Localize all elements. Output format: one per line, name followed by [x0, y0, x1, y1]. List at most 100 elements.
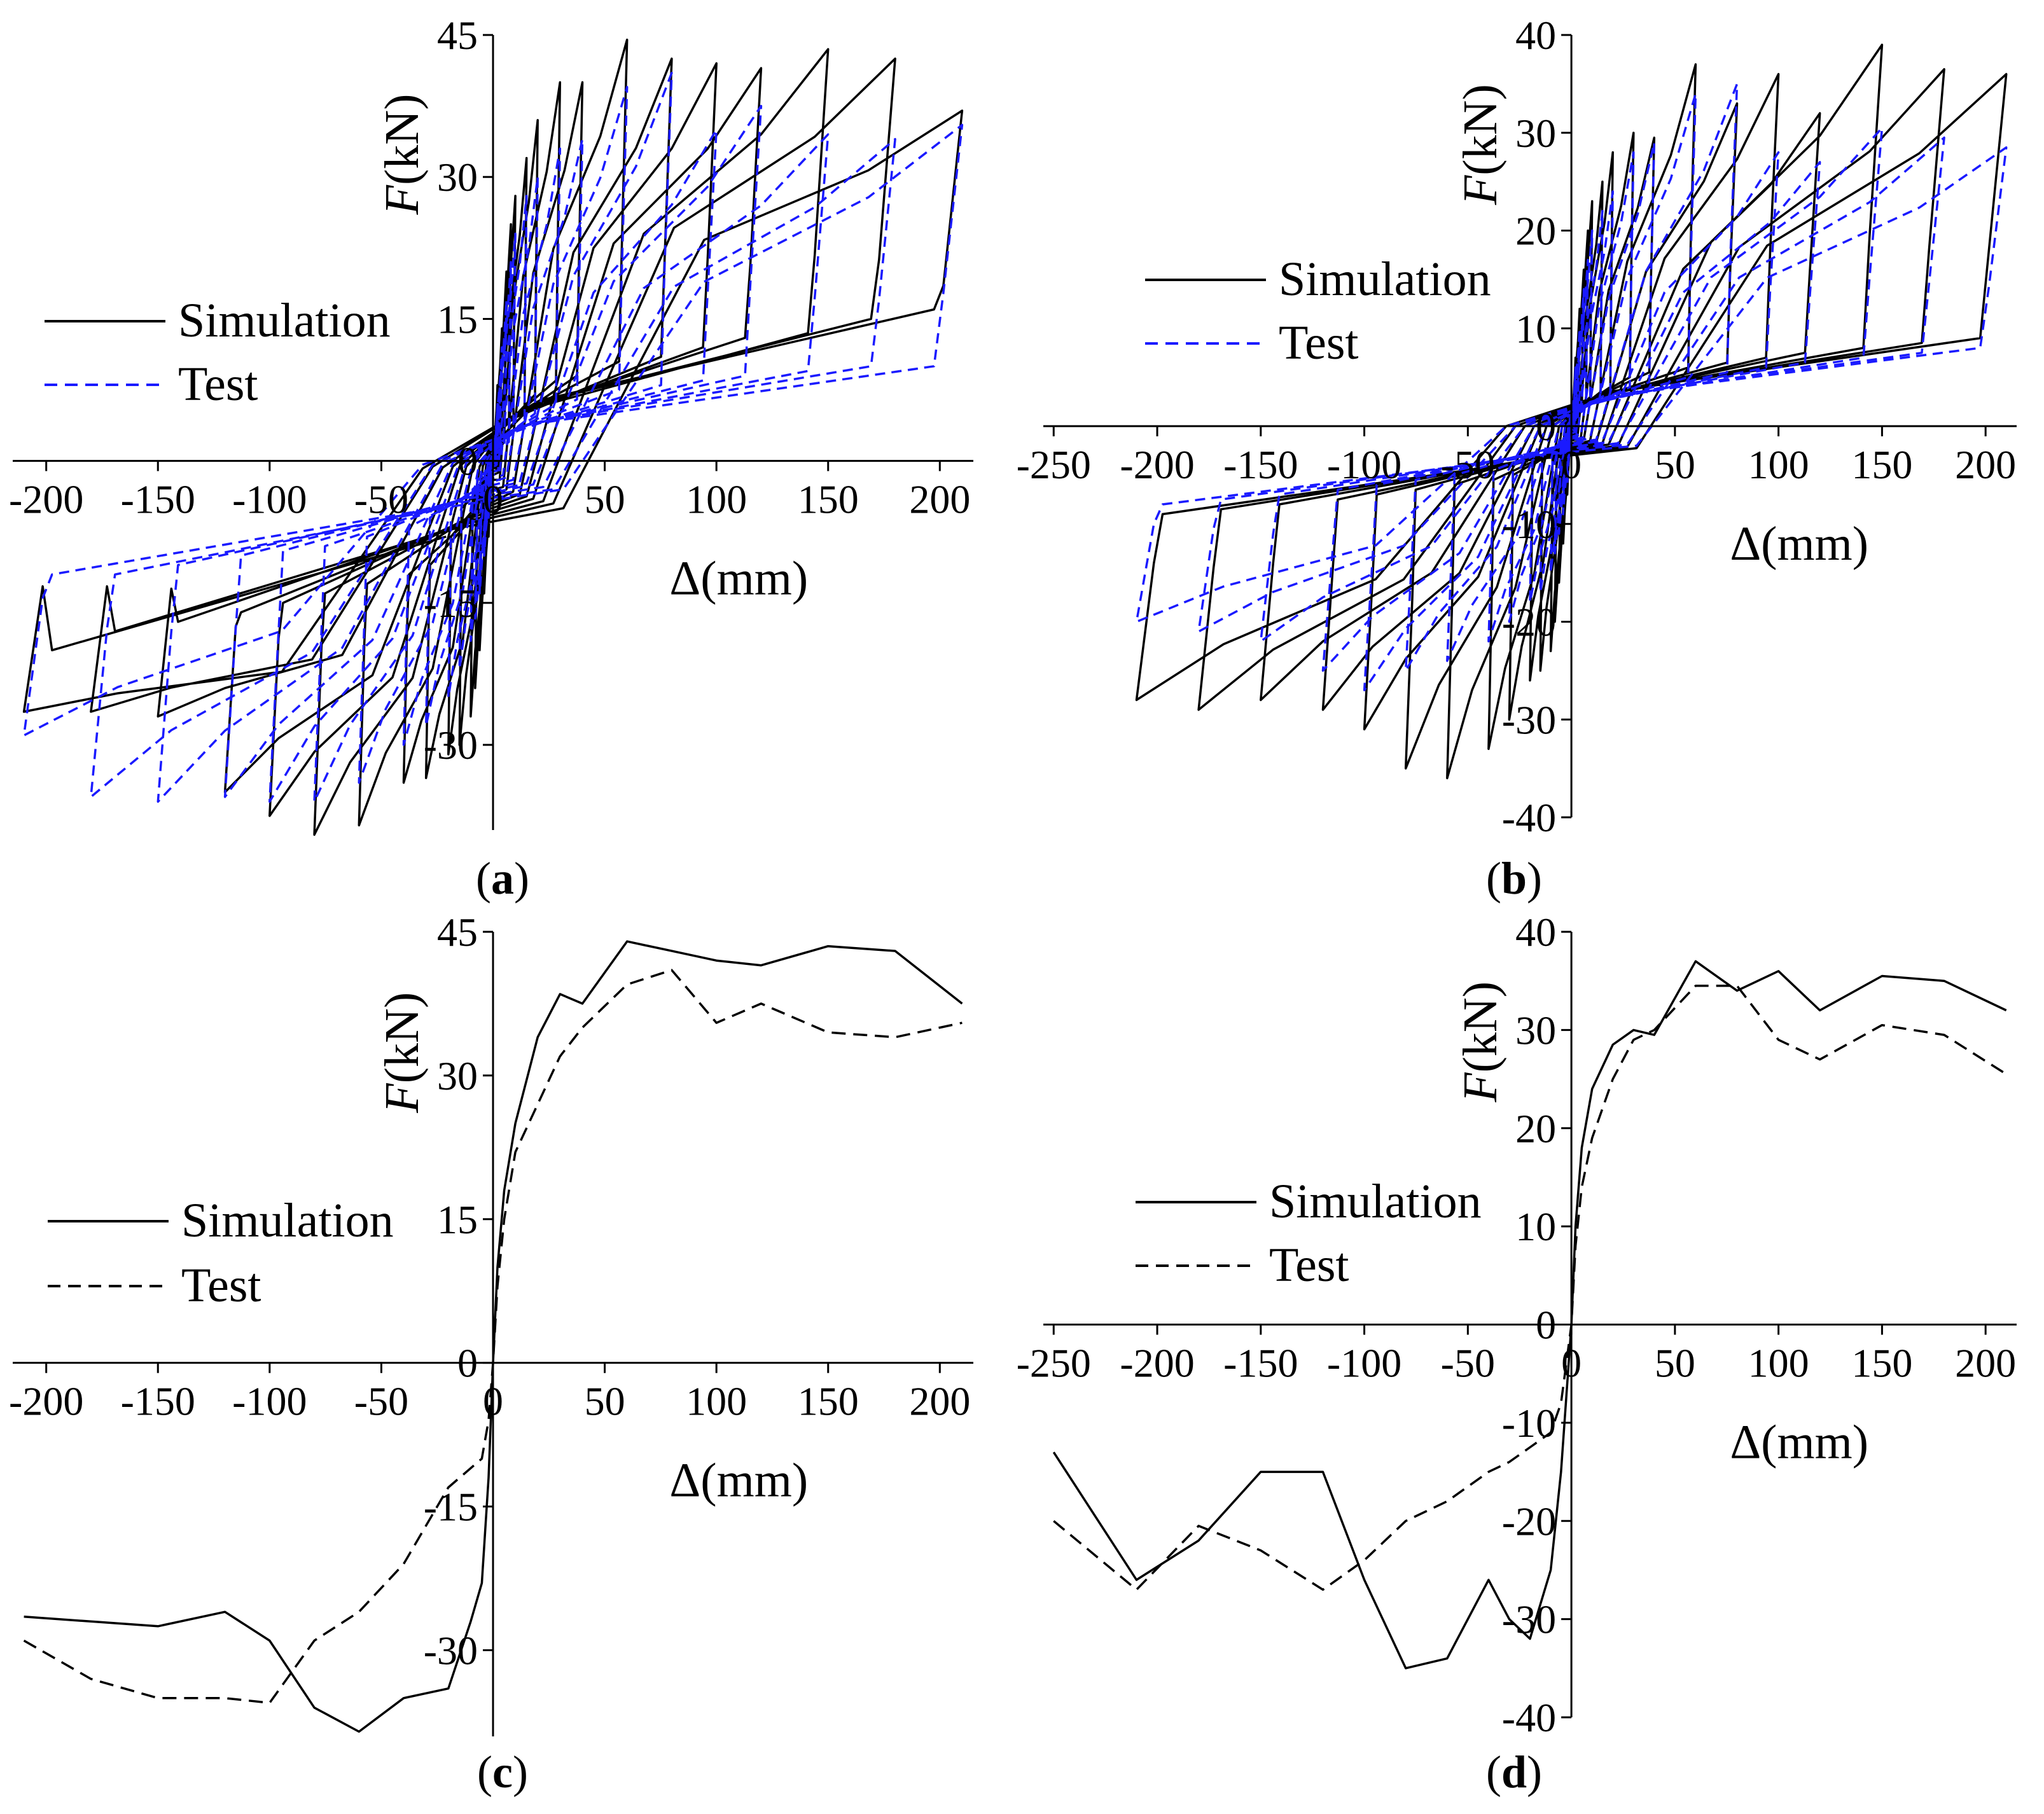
x-axis-title: Δ(mm)	[669, 1454, 808, 1507]
panel-b: -250 -200 -150 -100 -50 0 50 100 150 200-40-30-20…	[1017, 13, 2017, 904]
x-tick-label: 200	[909, 477, 970, 522]
legend-test-label: Test	[1269, 1238, 1349, 1292]
x-tick-label: -50	[354, 477, 408, 522]
y-tick-label: 45	[437, 13, 478, 58]
x-tick-label: -200	[9, 477, 83, 522]
y-tick-label: 30	[437, 155, 478, 200]
x-tick-label: 150	[798, 477, 859, 522]
x-tick-label: 0	[1561, 1341, 1582, 1386]
y-tick-label: -30	[1502, 697, 1556, 742]
series-simulation	[1052, 960, 2007, 1670]
panel-c: -200 -150 -100 -50 0 50 100 150 200-30-150153045…	[9, 910, 973, 1797]
y-tick-label: 30	[1515, 1007, 1556, 1053]
x-tick-label: 100	[686, 477, 747, 522]
y-tick-label: -20	[1502, 1499, 1556, 1544]
x-tick-label: 150	[1851, 442, 1912, 487]
skeleton-line-simulation	[1052, 960, 2007, 1670]
hysteresis-line-test	[22, 71, 964, 803]
y-tick-label: 40	[1515, 910, 1556, 955]
y-axis-title: F(kN)	[1454, 84, 1507, 205]
x-tick-label: 100	[1748, 442, 1809, 487]
x-tick-label: -150	[121, 477, 195, 522]
x-tick-label: 150	[798, 1379, 859, 1424]
y-tick-label: 10	[1515, 1204, 1556, 1249]
panel-label-b: (b)	[1486, 853, 1542, 904]
legend-simulation-label: Simulation	[181, 1194, 394, 1247]
legend-test-label: Test	[181, 1259, 261, 1312]
x-tick-label: -250	[1017, 1341, 1091, 1386]
x-tick-label: 0	[1561, 442, 1582, 487]
x-axis-title: Δ(mm)	[1730, 1416, 1868, 1469]
x-tick-label: 100	[1748, 1341, 1809, 1386]
y-tick-label: 30	[1515, 111, 1556, 156]
x-tick-label: -150	[1223, 1341, 1298, 1386]
x-tick-label: -250	[1017, 442, 1091, 487]
x-tick-label: -200	[1120, 442, 1194, 487]
y-axis-title: F(kN)	[1454, 981, 1507, 1103]
x-tick-label: -150	[1223, 442, 1298, 487]
x-axis-title: Δ(mm)	[669, 552, 808, 606]
y-tick-label: 0	[457, 1341, 478, 1386]
y-tick-label: 45	[437, 910, 478, 955]
x-tick-label: -50	[1441, 1341, 1495, 1386]
panel-d: -250 -200 -150 -100 -50 0 50 100 150 200-40-30-20…	[1017, 910, 2017, 1797]
y-tick-label: -20	[1502, 600, 1556, 645]
x-tick-label: -150	[121, 1379, 195, 1424]
x-tick-label: -200	[9, 1379, 83, 1424]
x-tick-label: -100	[232, 1379, 307, 1424]
panel-label-d: (d)	[1486, 1747, 1542, 1797]
x-tick-label: -100	[1327, 1341, 1401, 1386]
y-tick-label: -30	[424, 1628, 478, 1673]
y-tick-label: 20	[1515, 1106, 1556, 1151]
x-tick-label: 50	[1655, 1341, 1695, 1386]
y-tick-label: -40	[1502, 795, 1556, 840]
y-tick-label: -40	[1502, 1695, 1556, 1740]
series-test	[23, 969, 963, 1705]
x-tick-label: 150	[1851, 1341, 1912, 1386]
y-tick-label: 15	[437, 1197, 478, 1242]
x-tick-label: -100	[232, 477, 307, 522]
y-tick-label: 0	[457, 439, 478, 484]
y-axis-title: F(kN)	[375, 992, 429, 1114]
y-tick-label: 40	[1515, 13, 1556, 58]
y-tick-label: 0	[1536, 404, 1556, 449]
legend-test-label: Test	[178, 357, 258, 411]
x-tick-label: -200	[1120, 1341, 1194, 1386]
x-tick-label: 200	[909, 1379, 970, 1424]
y-tick-label: -10	[1502, 1401, 1556, 1446]
x-tick-label: -100	[1327, 442, 1401, 487]
x-tick-label: 0	[483, 477, 503, 522]
x-tick-label: -50	[1441, 442, 1495, 487]
panel-label-a: (a)	[476, 853, 529, 904]
x-tick-label: 100	[686, 1379, 747, 1424]
y-axis-title: F(kN)	[375, 94, 429, 216]
x-tick-label: 200	[1955, 442, 2016, 487]
skeleton-line-test	[23, 969, 963, 1705]
series-simulation	[24, 940, 963, 1733]
x-tick-label: 50	[1655, 442, 1695, 487]
series-test	[1135, 83, 2008, 691]
skeleton-line-simulation	[24, 940, 963, 1733]
legend-simulation-label: Simulation	[178, 294, 391, 347]
x-axis-title: Δ(mm)	[1730, 517, 1868, 571]
x-tick-label: -50	[354, 1379, 408, 1424]
x-tick-label: 50	[585, 1379, 625, 1424]
x-tick-label: 50	[585, 477, 625, 522]
panel-a: -200 -150 -100 -50 0 50 100 150 200-30-150153045…	[9, 13, 973, 904]
x-tick-label: 0	[483, 1379, 503, 1424]
y-tick-label: 10	[1515, 306, 1556, 351]
y-tick-label: 20	[1515, 209, 1556, 254]
y-tick-label: -30	[1502, 1597, 1556, 1642]
y-tick-label: 0	[1536, 1303, 1556, 1348]
y-tick-label: -10	[1502, 502, 1556, 547]
legend-simulation-label: Simulation	[1269, 1175, 1482, 1228]
legend-simulation-label: Simulation	[1279, 253, 1491, 306]
y-tick-label: -15	[424, 1485, 478, 1530]
hysteresis-line-test	[1135, 83, 2008, 691]
y-tick-label: 15	[437, 296, 478, 342]
y-tick-label: -15	[424, 581, 478, 626]
y-tick-label: -30	[424, 723, 478, 768]
y-tick-label: 30	[437, 1053, 478, 1098]
legend-test-label: Test	[1279, 316, 1359, 370]
